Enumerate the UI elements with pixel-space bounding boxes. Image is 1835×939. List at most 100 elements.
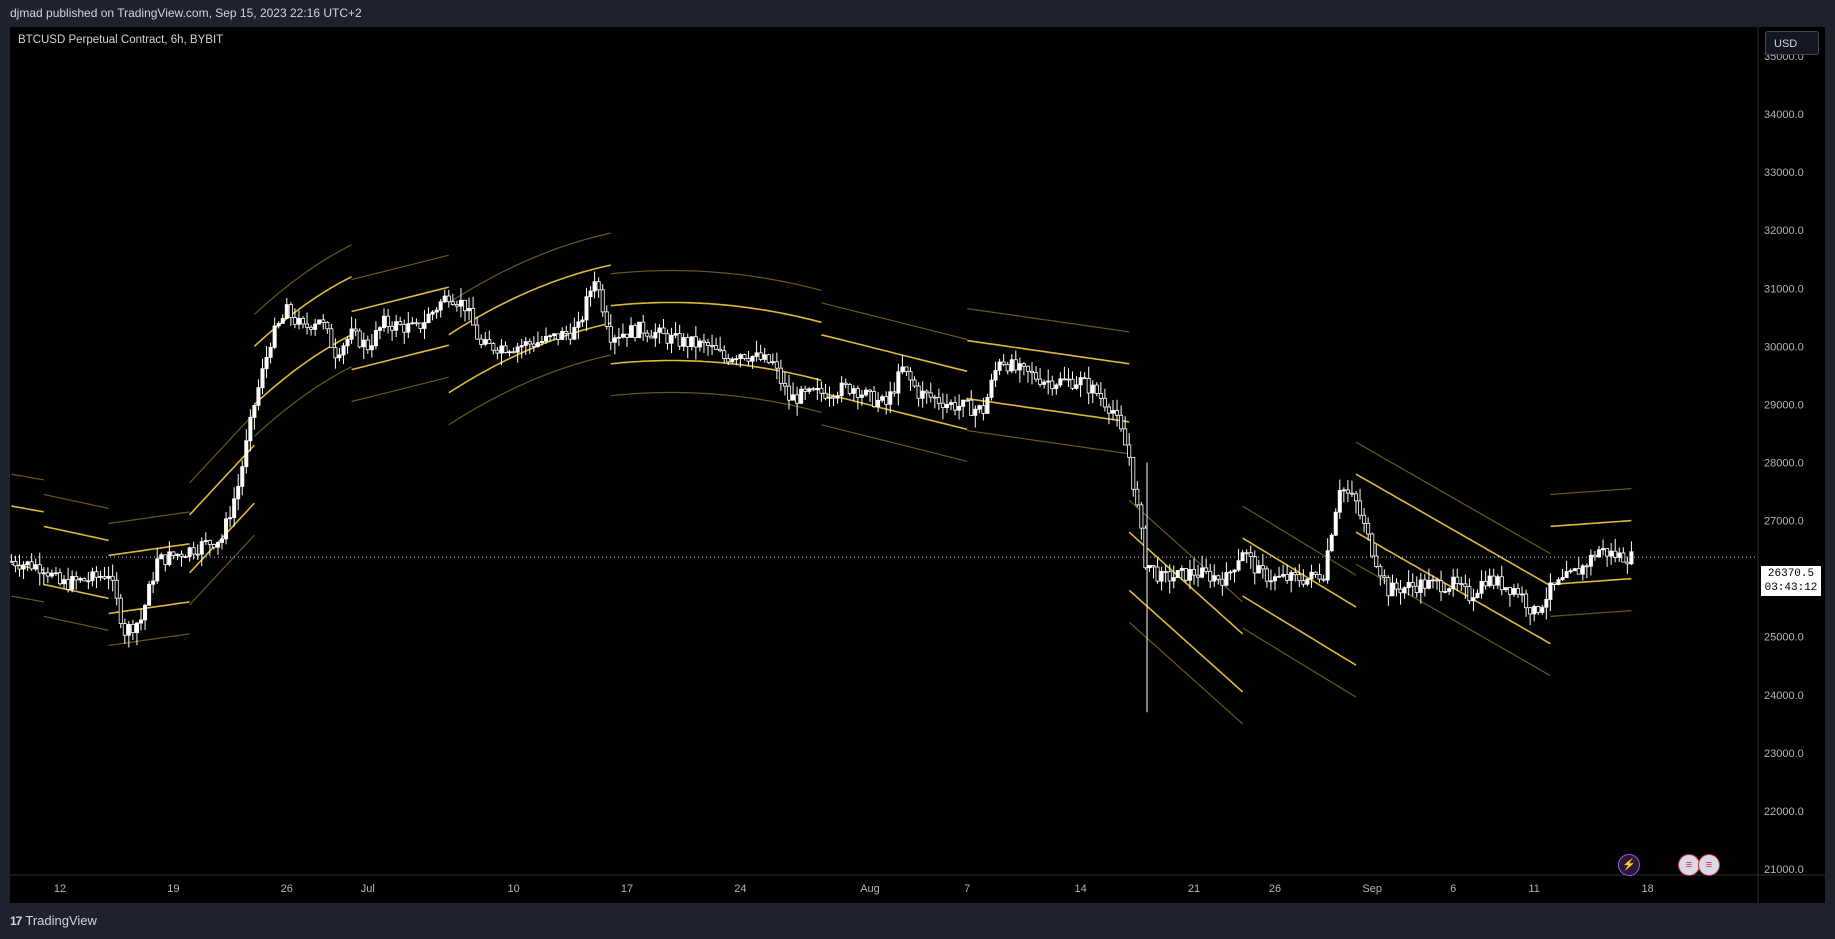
- candle-body: [1131, 456, 1136, 490]
- candle-body: [770, 361, 775, 364]
- time-tick-label: 17: [621, 883, 633, 895]
- symbol-title[interactable]: BTCUSD Perpetual Contract, 6h, BYBIT: [18, 34, 224, 46]
- candle-body: [53, 572, 58, 575]
- attribution-bar: djmad published on TradingView.com, Sep …: [0, 0, 1835, 27]
- candle-body: [138, 619, 143, 624]
- candle-body: [1256, 565, 1261, 574]
- envelope-band: [821, 302, 968, 340]
- envelope-band: [11, 473, 44, 481]
- envelope-band: [1550, 488, 1632, 496]
- candle-body: [811, 388, 816, 391]
- candle-body: [612, 337, 617, 343]
- candle-body: [1507, 587, 1512, 595]
- candle-body: [1054, 384, 1059, 390]
- us-flag-icon[interactable]: ≡: [1698, 854, 1720, 876]
- candle-body: [143, 604, 148, 621]
- candle-body: [884, 396, 889, 405]
- envelope-band: [821, 392, 968, 431]
- candle-body: [292, 317, 297, 325]
- candle-body: [548, 335, 553, 338]
- currency-selector[interactable]: USD: [1765, 31, 1819, 55]
- candle-body: [106, 575, 111, 579]
- candle-body: [1483, 580, 1488, 587]
- candle-body: [1264, 568, 1269, 582]
- candle-body: [1106, 406, 1111, 414]
- candle-body: [191, 547, 196, 555]
- candle-body: [819, 387, 824, 394]
- candle-body: [228, 517, 233, 520]
- envelope-band: [448, 232, 611, 304]
- candle-body: [1013, 359, 1018, 371]
- candle-body: [1123, 428, 1128, 446]
- envelope-band: [1242, 505, 1357, 576]
- footer-bar: 17 TradingView: [0, 903, 1835, 939]
- brand-name: TradingView: [25, 913, 97, 928]
- candle-body: [1268, 580, 1273, 583]
- candle-body: [487, 339, 492, 345]
- candle-body: [527, 341, 532, 345]
- price-chart[interactable]: 35000.034000.033000.032000.031000.030000…: [9, 27, 1825, 903]
- candle-body: [868, 389, 873, 392]
- candle-body: [1301, 580, 1306, 585]
- candle-body: [1297, 574, 1302, 582]
- candle-body: [689, 336, 694, 347]
- candle-body: [296, 318, 301, 325]
- candle-body: [726, 358, 731, 363]
- candle-body: [1333, 511, 1338, 536]
- candle-body: [163, 554, 168, 566]
- candle-body: [920, 390, 925, 399]
- candle-body: [896, 371, 901, 394]
- candle-body: [167, 551, 172, 566]
- candle-body: [701, 340, 706, 343]
- envelope-band: [967, 430, 1130, 455]
- candle-body: [1556, 579, 1561, 585]
- candle-body: [1402, 587, 1407, 594]
- candle-body: [1232, 569, 1237, 573]
- candle-body: [268, 346, 273, 358]
- candle-body: [1471, 597, 1476, 602]
- envelope-band: [1242, 627, 1357, 698]
- candle-body: [989, 379, 994, 398]
- candle-body: [1560, 577, 1565, 581]
- candle-body: [1127, 444, 1132, 458]
- candle-body: [1345, 489, 1350, 494]
- candle-body: [1370, 533, 1375, 557]
- candle-body: [782, 383, 787, 387]
- chart-frame[interactable]: 35000.0 34000.0 33000.0 32000.0 31000.0 30000…: [9, 27, 1825, 903]
- candle-body: [418, 322, 423, 329]
- candle-body: [179, 553, 184, 557]
- candle-body: [620, 333, 625, 338]
- candle-body: [134, 622, 139, 633]
- us-flag-icon[interactable]: ≡: [1678, 854, 1700, 876]
- tradingview-logo[interactable]: 17 TradingView: [10, 913, 97, 928]
- candle-body: [66, 579, 71, 590]
- price-axis[interactable]: 35000.034000.033000.032000.031000.030000…: [1764, 51, 1804, 876]
- candle-body: [616, 336, 621, 339]
- candle-body: [633, 325, 638, 339]
- candle-body: [187, 547, 192, 557]
- candle-body: [203, 540, 208, 543]
- time-axis[interactable]: 12 19 26 Jul 10 17 24 Aug 7 14 21 26 Sep 6 11 18: [54, 883, 1654, 895]
- price-tick-label: 32000.0: [1764, 225, 1804, 237]
- candle-body: [697, 340, 702, 348]
- candle-body: [535, 342, 540, 347]
- candle-body: [1115, 410, 1120, 416]
- candle-body: [1220, 578, 1225, 586]
- candle-body: [823, 392, 828, 399]
- attribution-text: djmad published on TradingView.com, Sep …: [10, 6, 362, 20]
- time-tick-label: Sep: [1362, 883, 1382, 895]
- candle-body: [629, 325, 634, 338]
- candle-body: [649, 335, 654, 339]
- candle-body: [78, 578, 83, 581]
- envelope-band: [108, 633, 190, 646]
- time-tick-label: 19: [167, 883, 179, 895]
- candle-body: [718, 348, 723, 352]
- candle-body: [774, 361, 779, 369]
- candle-body: [1216, 575, 1221, 580]
- time-tick-label: 11: [1528, 883, 1539, 895]
- candle-body: [183, 556, 188, 558]
- candle-body: [750, 355, 755, 362]
- lightning-icon[interactable]: ⚡: [1618, 854, 1640, 876]
- candle-body: [1572, 568, 1577, 572]
- candle-body: [1463, 583, 1468, 588]
